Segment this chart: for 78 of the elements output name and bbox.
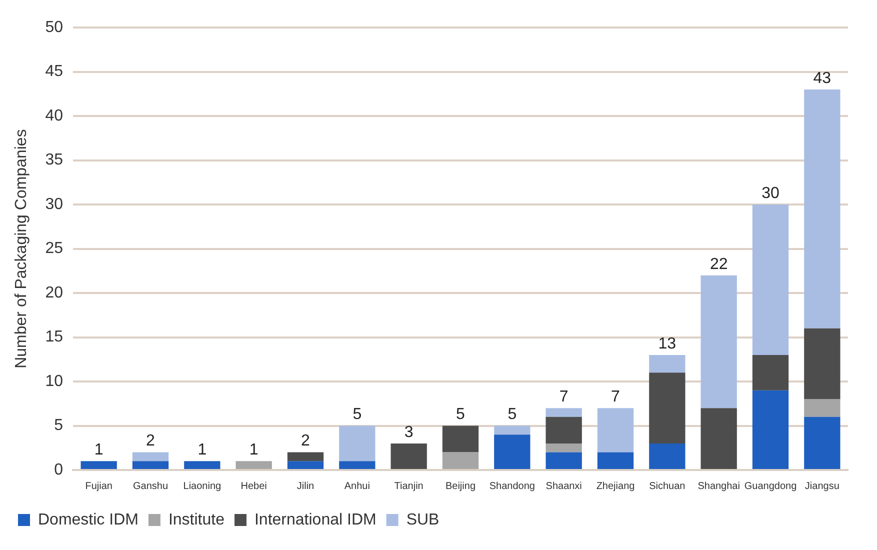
total-label: 30 [762,184,780,202]
bar [700,408,737,469]
bar [546,452,582,469]
x-tick-label: Jilin [296,480,314,492]
total-label: 1 [198,442,207,459]
x-tick-label: Fujian [85,480,112,492]
x-tick-label: Ganshu [132,480,168,492]
bar [287,461,324,469]
bar [804,416,840,469]
x-tick-label: Shaanxi [546,480,582,492]
bar [649,372,686,444]
legend-label: International IDM [254,511,376,528]
bar [236,461,272,469]
total-label: 7 [559,388,568,406]
total-label: 5 [456,406,466,424]
x-tick-label: Anhui [344,480,370,492]
legend-label: Domestic IDM [38,511,138,528]
x-tick-label: Hebei [240,480,267,492]
total-label: 5 [508,406,517,424]
y-tick-label: 30 [45,196,64,213]
bar [494,434,530,469]
bar [339,461,376,469]
bar [804,90,840,328]
total-label: 5 [352,406,362,424]
bar [132,461,169,469]
bar [390,443,427,469]
x-tick-label: Shandong [489,480,535,492]
y-tick-label: 50 [45,19,64,36]
total-label: 1 [94,442,104,459]
bar [546,443,582,452]
bar [132,452,169,462]
bar [752,204,789,355]
bar [597,452,634,469]
bar [546,408,582,417]
bar [649,354,686,373]
total-label: 2 [146,432,156,450]
bar [184,461,220,469]
total-label: 43 [813,70,832,87]
x-tick-label: Sichuan [649,480,686,492]
bar [339,426,376,462]
y-tick-label: 0 [54,461,64,478]
bar [752,354,789,390]
total-label: 13 [658,335,676,352]
x-tick-label: Tianjin [394,480,424,492]
y-tick-label: 25 [45,240,64,258]
x-tick-label: Zhejiang [596,480,635,492]
x-tick-label: Liaoning [183,480,222,492]
total-label: 7 [611,388,620,406]
bar [597,408,634,452]
total-label: 3 [404,424,414,441]
bar [804,399,840,417]
bar [649,443,686,469]
bar [804,328,840,400]
y-tick-label: 5 [54,417,64,434]
bar [752,390,789,469]
legend-label: SUB [406,511,440,528]
total-label: 22 [710,256,728,273]
y-axis-title: Number of Packaging Companies [13,129,30,368]
total-label: 1 [249,442,258,459]
bar [546,416,582,444]
bar [700,275,737,408]
total-label: 2 [301,432,310,450]
x-tick-label: Guangdong [744,480,797,492]
bar [494,426,530,435]
bar [80,461,117,469]
bar [442,452,479,469]
x-tick-label: Shanghai [698,480,740,492]
y-tick-label: 20 [45,284,64,302]
y-tick-label: 10 [45,372,64,390]
x-tick-label: Jiangsu [804,480,840,492]
y-tick-label: 35 [45,152,64,169]
y-tick-label: 40 [45,107,64,124]
bar [442,426,479,452]
y-tick-label: 45 [45,63,64,80]
bar [287,452,324,462]
x-tick-label: Beijing [445,480,476,492]
legend-label: Institute [168,511,225,528]
y-tick-label: 15 [45,328,64,346]
